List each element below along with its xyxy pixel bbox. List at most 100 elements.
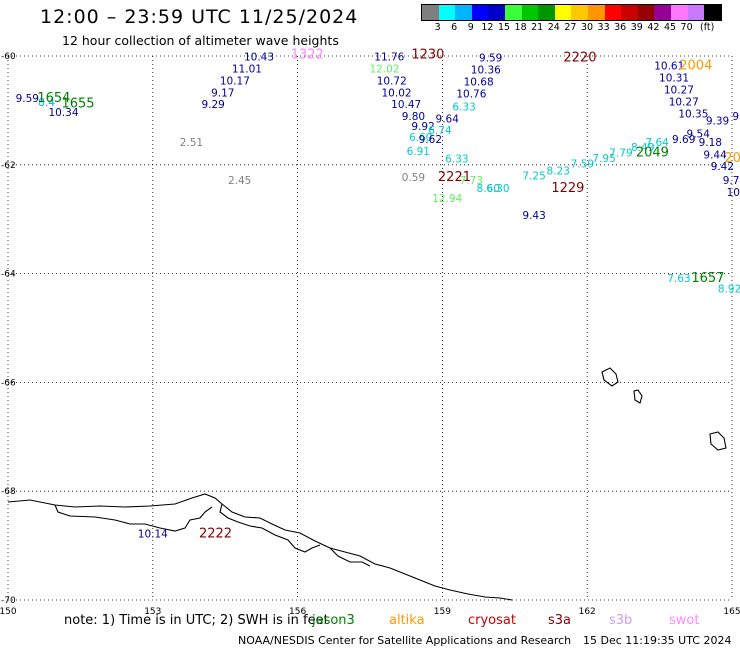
lon-tick-label: 165 [723, 607, 740, 617]
wave-height-value: 7.63 [667, 273, 690, 285]
lon-tick-label: 150 [0, 607, 17, 617]
wave-height-value: 7.79 [609, 148, 632, 160]
wave-height-value: 10.35 [678, 108, 708, 120]
wave-height-value: 11.76 [374, 51, 404, 63]
wave-height-value: 0.59 [402, 172, 425, 184]
scale-swatch [604, 5, 622, 20]
coastline [7, 367, 727, 601]
scale-label: 24 [547, 22, 560, 33]
lat-lon-grid: 150 153 156 159 162 165 -60 -62 -64 -66 -68 -70 [0, 52, 740, 617]
wave-height-value: 7.73 [460, 175, 483, 187]
lon-tick-label: 156 [289, 607, 306, 617]
wave-height-value: 9.62 [419, 134, 442, 146]
scale-label: 33 [597, 22, 610, 33]
wave-height-value: 10.14 [138, 528, 168, 540]
wave-height-value: 9.42 [711, 161, 734, 173]
wave-height-value: 9.44 [703, 149, 727, 161]
wave-height-value: 9.17 [211, 87, 234, 99]
scale-swatch [670, 5, 688, 20]
satellite-legend-altika: altika [389, 613, 425, 628]
scale-swatch [471, 5, 489, 20]
color-scale-labels: 3 6 9 12 15 18 21 24 27 30 33 36 39 42 45 70 (ft) [421, 21, 722, 35]
wave-height-value: 10.68 [464, 76, 494, 88]
scale-swatch [704, 5, 721, 20]
scale-label: 70 [680, 22, 693, 33]
lat-tick-label: -70 [1, 596, 16, 606]
pass-time-label: 1322 [291, 48, 324, 63]
lon-tick-label: 159 [434, 607, 451, 617]
satellite-legend-swot: swot [669, 613, 700, 628]
wave-height-value: 10.47 [391, 99, 421, 111]
scale-label: 27 [564, 22, 577, 33]
scale-label: 36 [614, 22, 627, 33]
pass-time-label: 2221 [438, 170, 471, 185]
wave-height-value: 11.01 [232, 63, 262, 75]
scale-label: 30 [580, 22, 594, 33]
pass-time-label: 2220 [563, 50, 596, 65]
scale-label: 9 [467, 22, 474, 33]
scale-swatch [654, 5, 671, 20]
scale-label: 18 [514, 22, 527, 33]
island-2 [633, 389, 643, 404]
scale-label: (ft) [700, 22, 715, 33]
generation-timestamp: 15 Dec 11:19:35 UTC 2024 [583, 634, 732, 647]
scale-swatch [621, 5, 638, 20]
scale-swatch [422, 5, 439, 20]
wave-height-value: 8.4 [38, 97, 55, 109]
wave-height-value: 10.31 [659, 73, 689, 85]
scale-label: 42 [647, 22, 660, 33]
pass-time-label: 1229 [551, 181, 584, 196]
wave-height-value: 9.59 [479, 52, 502, 64]
pass-time-label: 1657 [691, 271, 724, 286]
map-subtitle: 12 hour collection of altimeter wave hei… [62, 33, 339, 48]
pass-time-label: 2049 [636, 146, 669, 161]
scale-swatch [538, 5, 555, 20]
wave-height-value: 9.64 [436, 113, 460, 125]
wave-height-value: 8.60 [477, 183, 500, 195]
wave-height-value: 10.27 [664, 85, 694, 97]
island-3 [709, 431, 727, 451]
satellite-legend-cryosat: cryosat [468, 613, 516, 628]
pass-time-label: 1230 [411, 48, 444, 63]
scale-swatch [571, 5, 588, 20]
scale-label: 45 [663, 22, 677, 33]
wave-height-value: 9.90 [732, 111, 740, 123]
wave-height-value: 7.95 [592, 153, 615, 165]
scale-label: 12 [481, 22, 494, 33]
pass-time-label: 1654 [37, 91, 70, 106]
scale-label: 15 [497, 22, 511, 33]
scale-label: 6 [451, 22, 458, 33]
wave-height-observations: 9.59 8.410.3410.4311.0110.179.179.292.512… [16, 51, 740, 540]
pass-time-label: 2004 [679, 59, 712, 74]
satellite-legend-jason3: jason3 [312, 613, 355, 628]
wave-height-value: 7.25 [522, 170, 545, 182]
wave-height-value: 9.69 [672, 134, 695, 146]
wave-height-value: 10.62 [727, 187, 740, 199]
wave-height-value: 7.64 [645, 137, 669, 149]
lon-tick-label: 162 [579, 607, 596, 617]
credit-line: NOAA/NESDIS Center for Satellite Applica… [238, 634, 572, 647]
color-scale-swatches [421, 4, 722, 21]
wave-height-value: 9.43 [522, 210, 545, 222]
wave-height-value: 6.60 [409, 132, 432, 144]
scale-swatch [637, 5, 655, 20]
wave-height-value: 9.92 [411, 121, 434, 133]
pass-time-label: 200 [724, 151, 740, 166]
wave-height-value: 10.36 [471, 64, 501, 76]
scale-swatch [687, 5, 705, 20]
wave-height-value: 2.45 [228, 175, 251, 187]
wave-height-value: 8.92 [718, 284, 740, 296]
wave-height-value: 8.49 [631, 142, 654, 154]
scale-label: 3 [434, 22, 441, 33]
wave-height-value: 2.51 [180, 137, 203, 149]
wave-height-color-scale: 3 6 9 12 15 18 21 24 27 30 33 36 39 42 45 70 (ft) [421, 4, 722, 35]
scale-swatch [554, 5, 572, 20]
wave-height-value: 10.72 [377, 75, 407, 87]
scale-swatch [521, 5, 539, 20]
wave-height-value: 10.76 [456, 88, 486, 100]
scale-swatch [587, 5, 605, 20]
lat-tick-label: -66 [1, 378, 16, 388]
scale-swatch [488, 5, 505, 20]
